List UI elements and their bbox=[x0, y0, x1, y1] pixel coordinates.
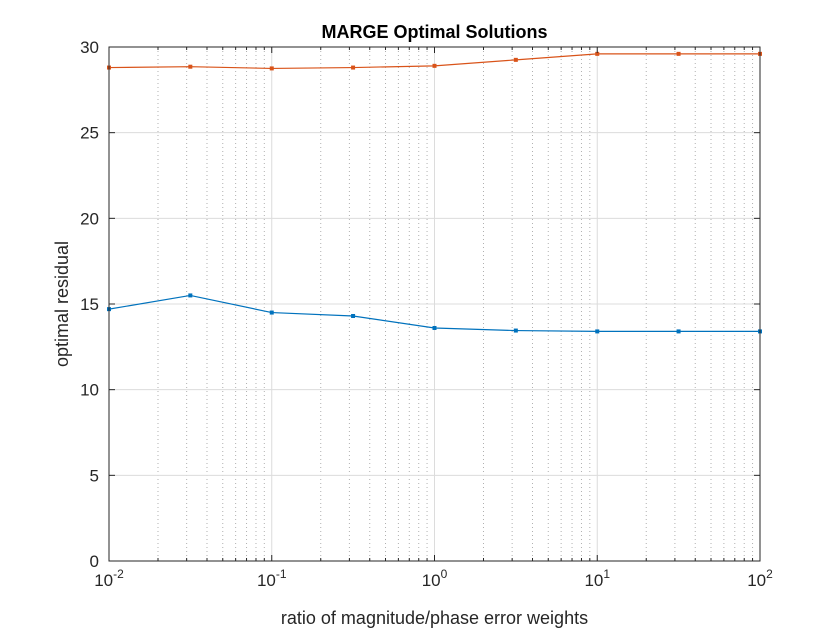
series-1-point bbox=[351, 313, 356, 318]
y-tick-label: 30 bbox=[80, 38, 99, 57]
tick-labels-layer: 10-2 10-1 100 101 102 0 5 10 15 20 25 30 bbox=[80, 38, 773, 590]
series-1-point bbox=[188, 293, 193, 298]
series-1-point bbox=[513, 328, 518, 333]
y-tick-label: 0 bbox=[90, 552, 99, 571]
x-tick-label: 102 bbox=[747, 567, 773, 590]
x-tick-label: 100 bbox=[422, 567, 448, 590]
series-2-point bbox=[595, 51, 600, 56]
x-tick-label: 10-1 bbox=[257, 567, 287, 590]
chart-title: MARGE Optimal Solutions bbox=[321, 22, 547, 42]
series-1-point bbox=[432, 325, 437, 330]
series-2-point bbox=[351, 65, 356, 70]
x-tick-label: 10-2 bbox=[94, 567, 124, 590]
series-1-point bbox=[595, 329, 600, 334]
y-tick-label: 10 bbox=[80, 381, 99, 400]
series-layer bbox=[107, 51, 762, 334]
x-tick-label: 101 bbox=[584, 567, 610, 590]
y-tick-label: 15 bbox=[80, 295, 99, 314]
y-tick-label: 20 bbox=[80, 209, 99, 228]
y-tick-label: 25 bbox=[80, 124, 99, 143]
series-2-point bbox=[676, 51, 681, 56]
series-2-point bbox=[513, 57, 518, 62]
series-2-point bbox=[269, 66, 274, 71]
x-axis-label: ratio of magnitude/phase error weights bbox=[281, 608, 588, 628]
series-2-point bbox=[188, 64, 193, 69]
series-1-point bbox=[269, 310, 274, 315]
y-axis-label: optimal residual bbox=[52, 241, 72, 367]
ticks-layer bbox=[108, 46, 761, 562]
series-2-point bbox=[432, 63, 437, 68]
y-tick-label: 5 bbox=[90, 466, 99, 485]
series-1-point bbox=[676, 329, 681, 334]
